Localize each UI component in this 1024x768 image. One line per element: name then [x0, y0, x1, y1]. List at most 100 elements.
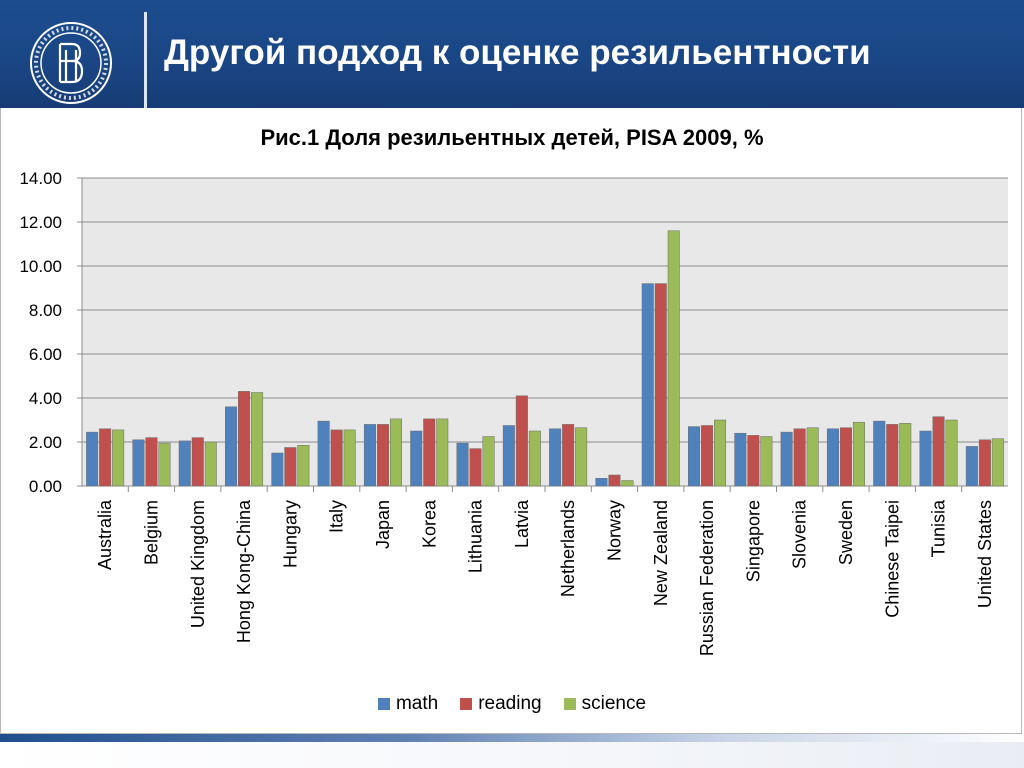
bar-science: [482, 436, 495, 487]
bar-science: [297, 445, 310, 487]
bar-math: [225, 406, 238, 487]
legend-swatch-science: [563, 698, 576, 710]
bar-reading: [978, 439, 991, 487]
bar-reading: [654, 283, 667, 487]
content-frame: [0, 108, 1022, 734]
bar-science: [621, 480, 634, 487]
bar-math: [965, 446, 978, 487]
bar-science: [945, 419, 958, 487]
x-tick-label: Hungary: [280, 500, 300, 568]
bar-math: [271, 452, 284, 487]
x-tick-label: Chinese Taipei: [882, 500, 902, 618]
bar-math: [86, 431, 99, 487]
bar-reading: [238, 391, 251, 487]
bar-math: [132, 439, 145, 487]
bar-math: [317, 420, 330, 487]
bar-math: [919, 430, 932, 487]
y-tick-label: 12.00: [19, 213, 62, 232]
x-tick-label: Slovenia: [790, 499, 810, 569]
y-tick-label: 10.00: [19, 257, 62, 276]
footer-stripe: [0, 734, 1024, 742]
header-divider: [144, 12, 147, 108]
bar-reading: [701, 425, 714, 487]
bar-reading: [839, 427, 852, 487]
x-tick-label: Lithuania: [466, 499, 486, 573]
x-tick-label: Norway: [604, 500, 624, 561]
y-tick-label: 2.00: [29, 433, 62, 452]
legend-swatch-reading: [460, 698, 473, 710]
x-tick-label: Hong Kong-China: [234, 499, 254, 643]
bar-math: [502, 425, 515, 487]
bar-science: [991, 438, 1004, 487]
x-tick-label: Tunisia: [929, 499, 949, 557]
bar-science: [158, 442, 171, 487]
legend-item-reading: reading: [460, 693, 542, 715]
header-bar: Другой подход к оценке резильентности: [0, 0, 1024, 108]
bar-math: [641, 283, 654, 487]
bar-math: [178, 440, 191, 487]
bar-math: [363, 424, 376, 487]
x-tick-label: Netherlands: [558, 500, 578, 597]
bar-reading: [99, 428, 112, 487]
chart-title: Рис.1 Доля резильентных детей, PISA 2009…: [260, 125, 764, 150]
x-tick-label: Singapore: [743, 500, 763, 582]
bar-reading: [515, 395, 528, 487]
bar-math: [456, 442, 469, 487]
y-tick-label: 8.00: [29, 301, 62, 320]
plot-area: [82, 178, 1008, 486]
legend-item-math: math: [377, 693, 439, 715]
bar-science: [204, 441, 217, 487]
bar-reading: [145, 437, 158, 487]
bar-science: [575, 427, 588, 487]
legend-swatch-math: [377, 698, 390, 710]
bar-math: [595, 478, 608, 487]
bar-science: [251, 392, 264, 487]
x-tick-label: Belgium: [141, 500, 161, 565]
slide-title: Другой подход к оценке резильентности: [164, 33, 871, 72]
bar-science: [899, 423, 912, 487]
x-tick-label: Russian Federation: [697, 500, 717, 656]
bar-math: [549, 428, 562, 487]
bar-reading: [932, 416, 945, 487]
chart-legend: math reading science: [0, 693, 1024, 715]
x-tick-label: Korea: [419, 499, 439, 548]
y-tick-label: 4.00: [29, 389, 62, 408]
bar-reading: [330, 429, 343, 487]
bar-science: [852, 421, 865, 487]
legend-label-math: math: [395, 693, 439, 714]
bar-math: [410, 430, 423, 487]
bar-reading: [886, 424, 899, 487]
legend-label-science: science: [581, 693, 647, 714]
bar-reading: [747, 435, 760, 487]
x-tick-label: New Zealand: [651, 500, 671, 606]
x-tick-label: United Kingdom: [188, 500, 208, 628]
bar-math: [826, 428, 839, 487]
bar-science: [714, 419, 727, 487]
bar-math: [873, 420, 886, 487]
x-tick-label: Latvia: [512, 499, 532, 548]
bar-science: [436, 418, 449, 487]
bar-math: [780, 431, 793, 487]
bar-science: [528, 430, 541, 487]
y-tick-label: 14.00: [19, 169, 62, 188]
bar-math: [688, 426, 701, 487]
bar-reading: [423, 418, 436, 487]
legend-label-reading: reading: [478, 693, 542, 714]
x-tick-label: United States: [975, 500, 995, 608]
bar-science: [667, 230, 680, 487]
legend-item-science: science: [563, 693, 647, 715]
bar-reading: [562, 424, 575, 487]
bar-science: [112, 429, 125, 487]
bar-science: [389, 418, 402, 487]
x-tick-label: Sweden: [836, 500, 856, 565]
bar-science: [806, 427, 819, 487]
bar-science: [760, 436, 773, 487]
bar-reading: [191, 437, 204, 487]
bar-reading: [793, 428, 806, 487]
bar-science: [343, 429, 356, 487]
y-tick-label: 0.00: [29, 477, 62, 496]
university-seal-logo: [30, 22, 112, 104]
x-tick-label: Japan: [373, 500, 393, 549]
x-tick-label: Italy: [327, 500, 347, 533]
